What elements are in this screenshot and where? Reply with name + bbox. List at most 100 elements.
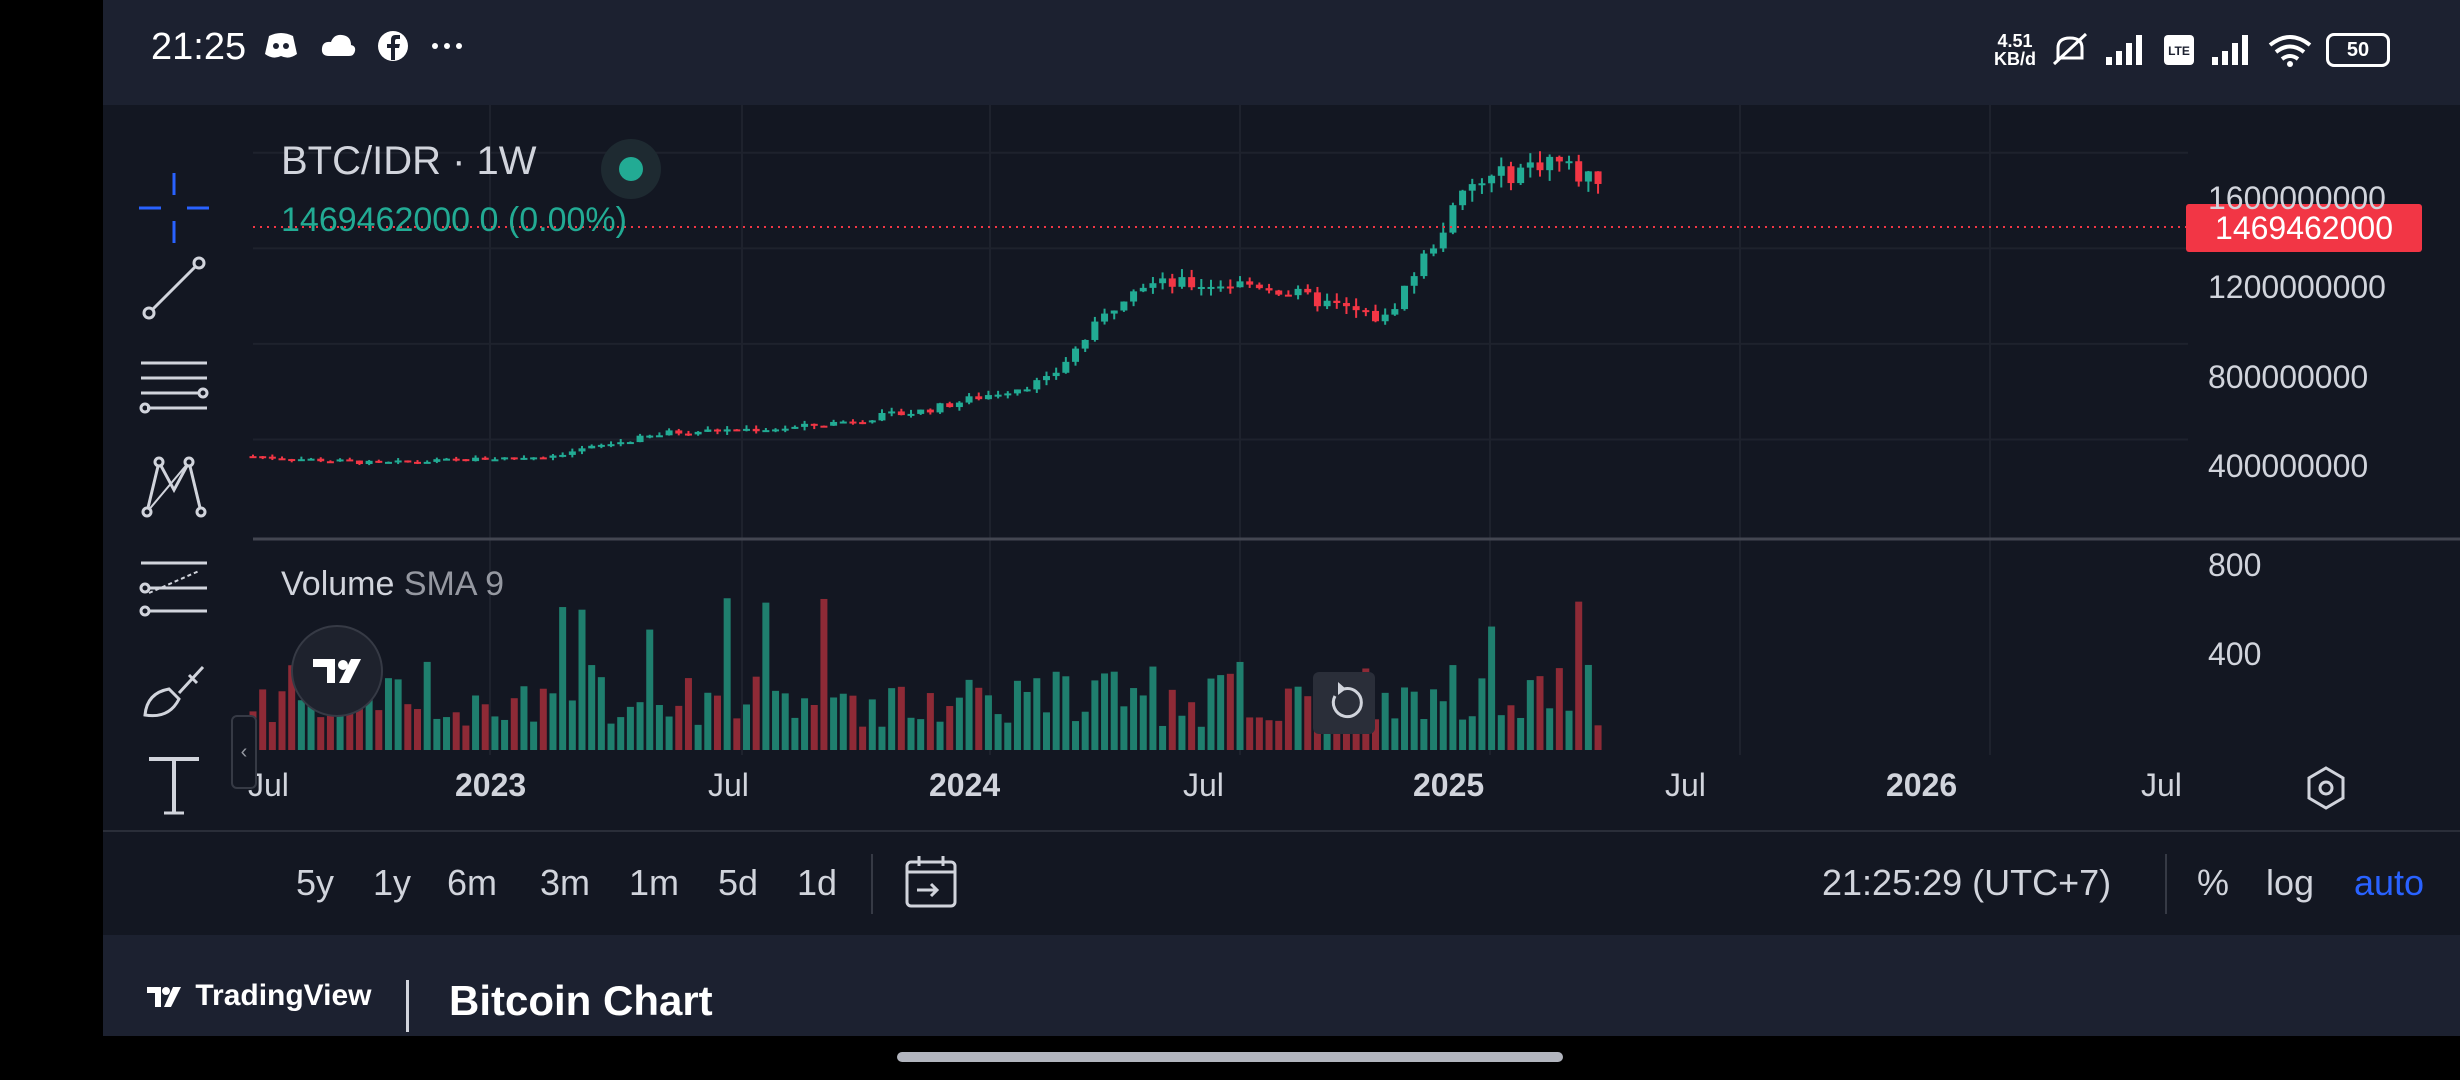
range-5y-button[interactable]: 5y [296, 862, 335, 903]
text-tool-icon[interactable] [139, 749, 209, 819]
candle-body [249, 456, 257, 459]
candle-body [820, 425, 828, 428]
volume-bar [1478, 678, 1486, 750]
volume-bar [1072, 721, 1080, 750]
volume-bar [810, 704, 818, 750]
volume-bar [268, 722, 276, 750]
volume-bar [1275, 720, 1283, 750]
volume-bar [830, 697, 838, 750]
candle-body [346, 459, 354, 462]
candle-body [1313, 292, 1321, 307]
pattern-icon[interactable] [139, 450, 209, 520]
volume-bar [1449, 665, 1457, 750]
discord-icon [265, 33, 297, 58]
clock-timezone-button[interactable]: 21:25:29 (UTC+7) [1822, 862, 2112, 903]
candle-body [1507, 166, 1515, 184]
candle-body [297, 459, 305, 462]
volume-bar [1401, 687, 1409, 750]
volume-bar [375, 710, 383, 750]
volume-bar [1120, 706, 1128, 750]
volume-bar [772, 690, 780, 750]
candle-body [1013, 389, 1021, 394]
volume-legend[interactable]: Volume SMA 9 [281, 565, 504, 604]
toolbar-divider [2165, 854, 2167, 914]
reset-chart-button[interactable] [1313, 672, 1375, 734]
collapse-toolbar-button[interactable]: ‹ [231, 715, 257, 789]
settings-icon[interactable] [2303, 765, 2349, 811]
auto-scale-button[interactable]: auto [2354, 862, 2425, 903]
candle-body [994, 394, 1002, 397]
candle-body [733, 429, 741, 432]
volume-bar [1091, 680, 1099, 750]
candle-body [1497, 166, 1505, 176]
page-title: Bitcoin Chart [449, 977, 713, 1024]
log-scale-button[interactable]: log [2266, 862, 2315, 903]
timeframe-bar: 5y 1y 6m 3m 1m 5d 1d 21:25:29 (UTC+7) % … [103, 830, 2460, 937]
volume-bar [452, 712, 460, 750]
range-6m-button[interactable]: 6m [447, 862, 498, 903]
crosshair-icon[interactable] [139, 173, 209, 243]
brush-icon[interactable] [139, 653, 209, 723]
candle-body [936, 403, 944, 413]
home-indicator[interactable] [897, 1052, 1563, 1062]
go-to-date-icon[interactable] [903, 854, 959, 910]
candle-body [791, 426, 799, 429]
candle-body [1420, 253, 1428, 277]
range-1m-button[interactable]: 1m [629, 862, 680, 903]
tradingview-brand[interactable]: TradingView [147, 979, 372, 1013]
candle-body [259, 456, 267, 459]
volume-bar [443, 717, 451, 750]
volume-bar [607, 723, 615, 750]
candle-body [1207, 286, 1215, 289]
status-right: 4.51 KB/d LTE 50 [1994, 30, 2390, 70]
volume-bar [1207, 678, 1215, 750]
candle-body [1323, 300, 1331, 307]
candle-body [955, 402, 963, 408]
candle-body [278, 458, 286, 461]
time-axis-label: Jul [2141, 767, 2182, 803]
candle-body [984, 395, 992, 400]
volume-bar [1584, 664, 1592, 750]
volume-bar [1255, 717, 1263, 750]
volume-bar [801, 698, 809, 750]
volume-bar [520, 686, 528, 750]
volume-bar [259, 689, 267, 750]
candle-body [423, 461, 431, 464]
candle-body [1236, 281, 1244, 288]
volume-bar [1342, 726, 1350, 750]
volume-bar [1013, 680, 1021, 750]
volume-bar [713, 695, 721, 750]
candle-body [568, 451, 576, 455]
candle-body [530, 457, 538, 460]
candle-body [868, 420, 876, 423]
volume-bar [588, 665, 596, 750]
trendline-icon[interactable] [139, 253, 209, 323]
tradingview-logo-button[interactable] [291, 625, 383, 717]
forecast-icon[interactable] [139, 553, 209, 623]
range-5d-button[interactable]: 5d [718, 862, 759, 903]
range-3m-button[interactable]: 3m [540, 862, 591, 903]
candle-body [665, 430, 673, 436]
volume-bar [1197, 726, 1205, 750]
fib-retracement-icon[interactable] [139, 353, 209, 423]
candle-body [355, 460, 363, 465]
volume-bar [1488, 626, 1496, 750]
range-1y-button[interactable]: 1y [373, 862, 412, 903]
candle-body [888, 411, 896, 414]
candle-body [1072, 348, 1080, 362]
candle-body [694, 431, 702, 435]
market-status-dot[interactable] [601, 139, 661, 199]
volume-bar [936, 721, 944, 750]
volume-bar [317, 717, 325, 750]
candle-body [510, 457, 518, 460]
volume-bar [423, 661, 431, 750]
symbol-title[interactable]: BTC/IDR · 1W [281, 139, 537, 183]
range-1d-button[interactable]: 1d [797, 862, 838, 903]
mute-icon [2052, 32, 2088, 66]
candle-body [1565, 161, 1573, 164]
price-candles [249, 151, 1602, 466]
volume-bar [1236, 661, 1244, 750]
chart-canvas[interactable] [103, 105, 2460, 830]
chart-area[interactable]: BTC/IDR · 1W 1469462000 0 (0.00%) Volume… [103, 105, 2460, 935]
percent-scale-button[interactable]: % [2197, 862, 2230, 903]
